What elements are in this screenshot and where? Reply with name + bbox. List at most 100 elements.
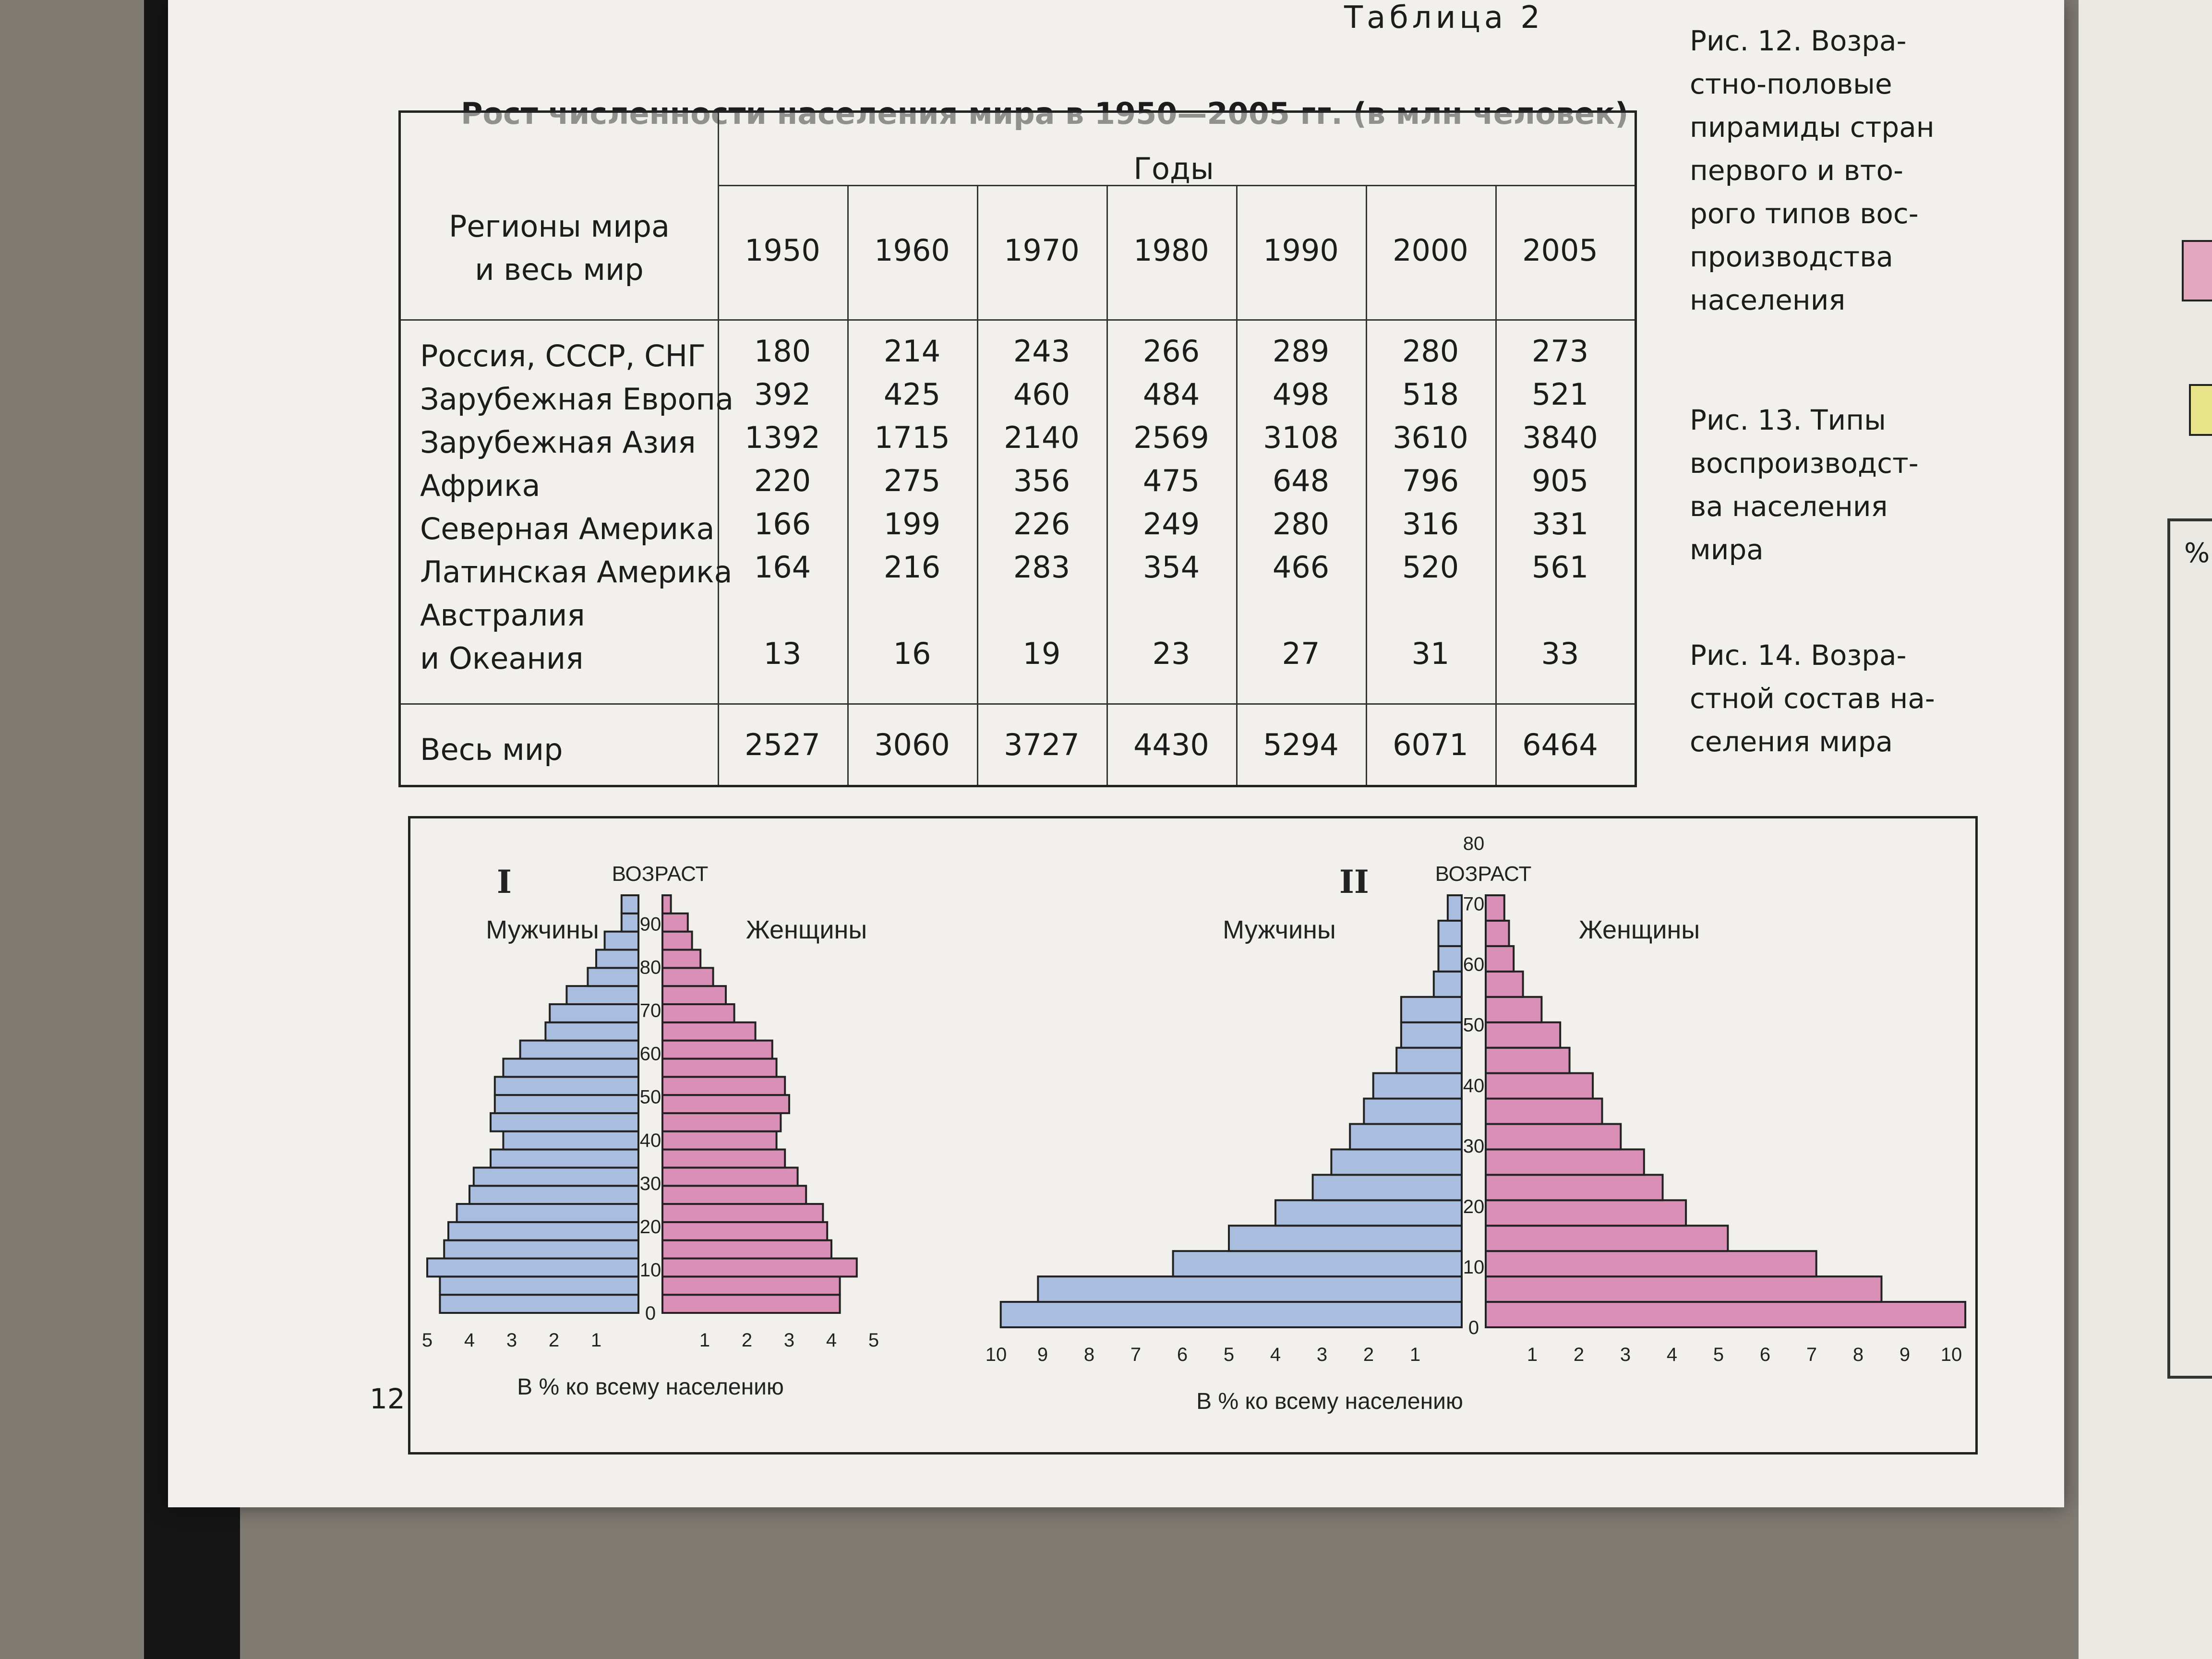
bar-women: [1485, 970, 1524, 998]
table-cell: 280: [1272, 506, 1330, 541]
caption-line: мира: [1690, 533, 1764, 566]
pyramid-title: I: [497, 863, 512, 901]
bar-women: [661, 1166, 799, 1187]
bar-men: [456, 1203, 639, 1223]
bar-women: [661, 1039, 773, 1060]
pyramids-figure: 90 80 70 60 50 40 30 20 10 0 ВОЗРАСТ I Мужчины Женщин…: [408, 816, 1978, 1455]
table-cell: 518: [1402, 377, 1459, 412]
caption-fig12: Рис. 12. Возра-стно-половые пирамиды стра…: [1690, 19, 1959, 322]
table-cell: 31: [1411, 636, 1450, 671]
bar-women: [661, 1003, 735, 1023]
bar-women: [661, 1239, 832, 1260]
bar-women: [1485, 1123, 1622, 1151]
age-tick-label: 20: [1463, 1196, 1485, 1217]
x-tick-label: 4: [1667, 1344, 1677, 1365]
table-rule: [401, 703, 1635, 705]
year-header: 2005: [1522, 233, 1598, 268]
region-name: и Океания: [420, 641, 584, 676]
table-cell: 3610: [1393, 420, 1468, 455]
caption-line: Рис. 12. Возра-: [1690, 24, 1907, 57]
bar-men: [472, 1166, 640, 1187]
age-tick-label: 0: [1468, 1317, 1479, 1338]
table-cell: 249: [1142, 506, 1200, 541]
table-cell: 3060: [874, 727, 950, 762]
caption-line: стно-половые: [1690, 68, 1892, 100]
x-tick-label: 1: [1527, 1344, 1538, 1365]
age-tick-label: 60: [640, 1044, 661, 1065]
table-cell: 5294: [1263, 727, 1339, 762]
bar-women: [661, 1021, 757, 1042]
bar-men: [519, 1039, 639, 1060]
year-header: 1960: [874, 233, 950, 268]
year-header: 1980: [1133, 233, 1209, 268]
bar-women: [661, 1294, 841, 1314]
bar-women: [661, 1275, 841, 1296]
bar-women: [1485, 1275, 1883, 1303]
x-tick-label: 5: [868, 1330, 879, 1351]
region-name: Австралия: [420, 598, 585, 633]
legend-men: Мужчины: [486, 915, 599, 944]
age-tick-label: 60: [1463, 954, 1485, 975]
table-column-rule: [1366, 185, 1367, 785]
legend-women: Женщины: [746, 915, 867, 944]
age-tick-label: 50: [1463, 1015, 1485, 1036]
table-cell: 3840: [1522, 420, 1598, 455]
bar-men: [1437, 919, 1463, 947]
bar-men: [1395, 1046, 1463, 1074]
caption-fig14: Рис. 14. Возра-стной состав на-селения м…: [1690, 634, 1959, 763]
caption-line: производства: [1690, 240, 1893, 273]
year-header: 1970: [1004, 233, 1080, 268]
x-tick-label: 6: [1760, 1344, 1770, 1365]
x-tick-label: 6: [1177, 1344, 1188, 1365]
x-tick-label: 3: [1620, 1344, 1631, 1365]
bar-women: [661, 1257, 858, 1278]
bar-men: [493, 1076, 640, 1096]
bar-women: [1485, 919, 1510, 947]
bar-men: [1311, 1174, 1463, 1202]
bar-men: [493, 1094, 640, 1114]
age-tick-label: 10: [640, 1260, 661, 1281]
region-name: Зарубежная Азия: [420, 425, 696, 460]
caption-line: населения: [1690, 284, 1846, 316]
x-tick-label: 9: [1899, 1344, 1910, 1365]
table-cell: 2569: [1133, 420, 1209, 455]
bar-men: [1274, 1199, 1463, 1227]
bar-women: [1485, 1301, 1967, 1329]
caption-line: пирамиды стран: [1690, 111, 1935, 144]
table-cell: 392: [754, 377, 811, 412]
bar-men: [447, 1221, 639, 1241]
bar-men: [1372, 1072, 1463, 1100]
bar-women: [1485, 1174, 1664, 1202]
table-cell: 13: [763, 636, 802, 671]
bar-men: [502, 1130, 639, 1151]
bar-men: [1330, 1148, 1463, 1176]
bar-men: [1228, 1225, 1463, 1252]
region-header-2: и весь мир: [475, 252, 644, 287]
table-cell: 498: [1272, 377, 1330, 412]
table-cell: 354: [1142, 550, 1200, 585]
age-tick-label: 80: [640, 957, 661, 978]
table-column-rule: [1495, 185, 1497, 785]
age-tick-label: 90: [640, 914, 661, 935]
x-tick-label: 5: [422, 1330, 433, 1351]
x-tick-label: 3: [784, 1330, 794, 1351]
table-cell: 466: [1272, 550, 1330, 585]
age-tick-label: 40: [1463, 1075, 1485, 1096]
table-cell: 275: [883, 463, 941, 498]
x-tick-label: 1: [591, 1330, 601, 1351]
table-rule: [401, 319, 1635, 321]
age-tick-label: 0: [645, 1303, 656, 1324]
table-label: Таблица 2: [1344, 0, 1544, 36]
region-header-1: Регионы мира: [449, 209, 670, 244]
bar-women: [661, 1221, 829, 1241]
bar-women: [1485, 1225, 1729, 1252]
bar-women: [1485, 1148, 1645, 1176]
bar-men: [1172, 1250, 1463, 1278]
bar-men: [620, 894, 639, 914]
region-name: Зарубежная Европа: [420, 382, 734, 417]
table-column-rule: [847, 185, 849, 785]
bar-women: [661, 949, 702, 969]
table-column-rule: [1106, 185, 1108, 785]
caption-line: стной состав на-: [1690, 682, 1935, 715]
